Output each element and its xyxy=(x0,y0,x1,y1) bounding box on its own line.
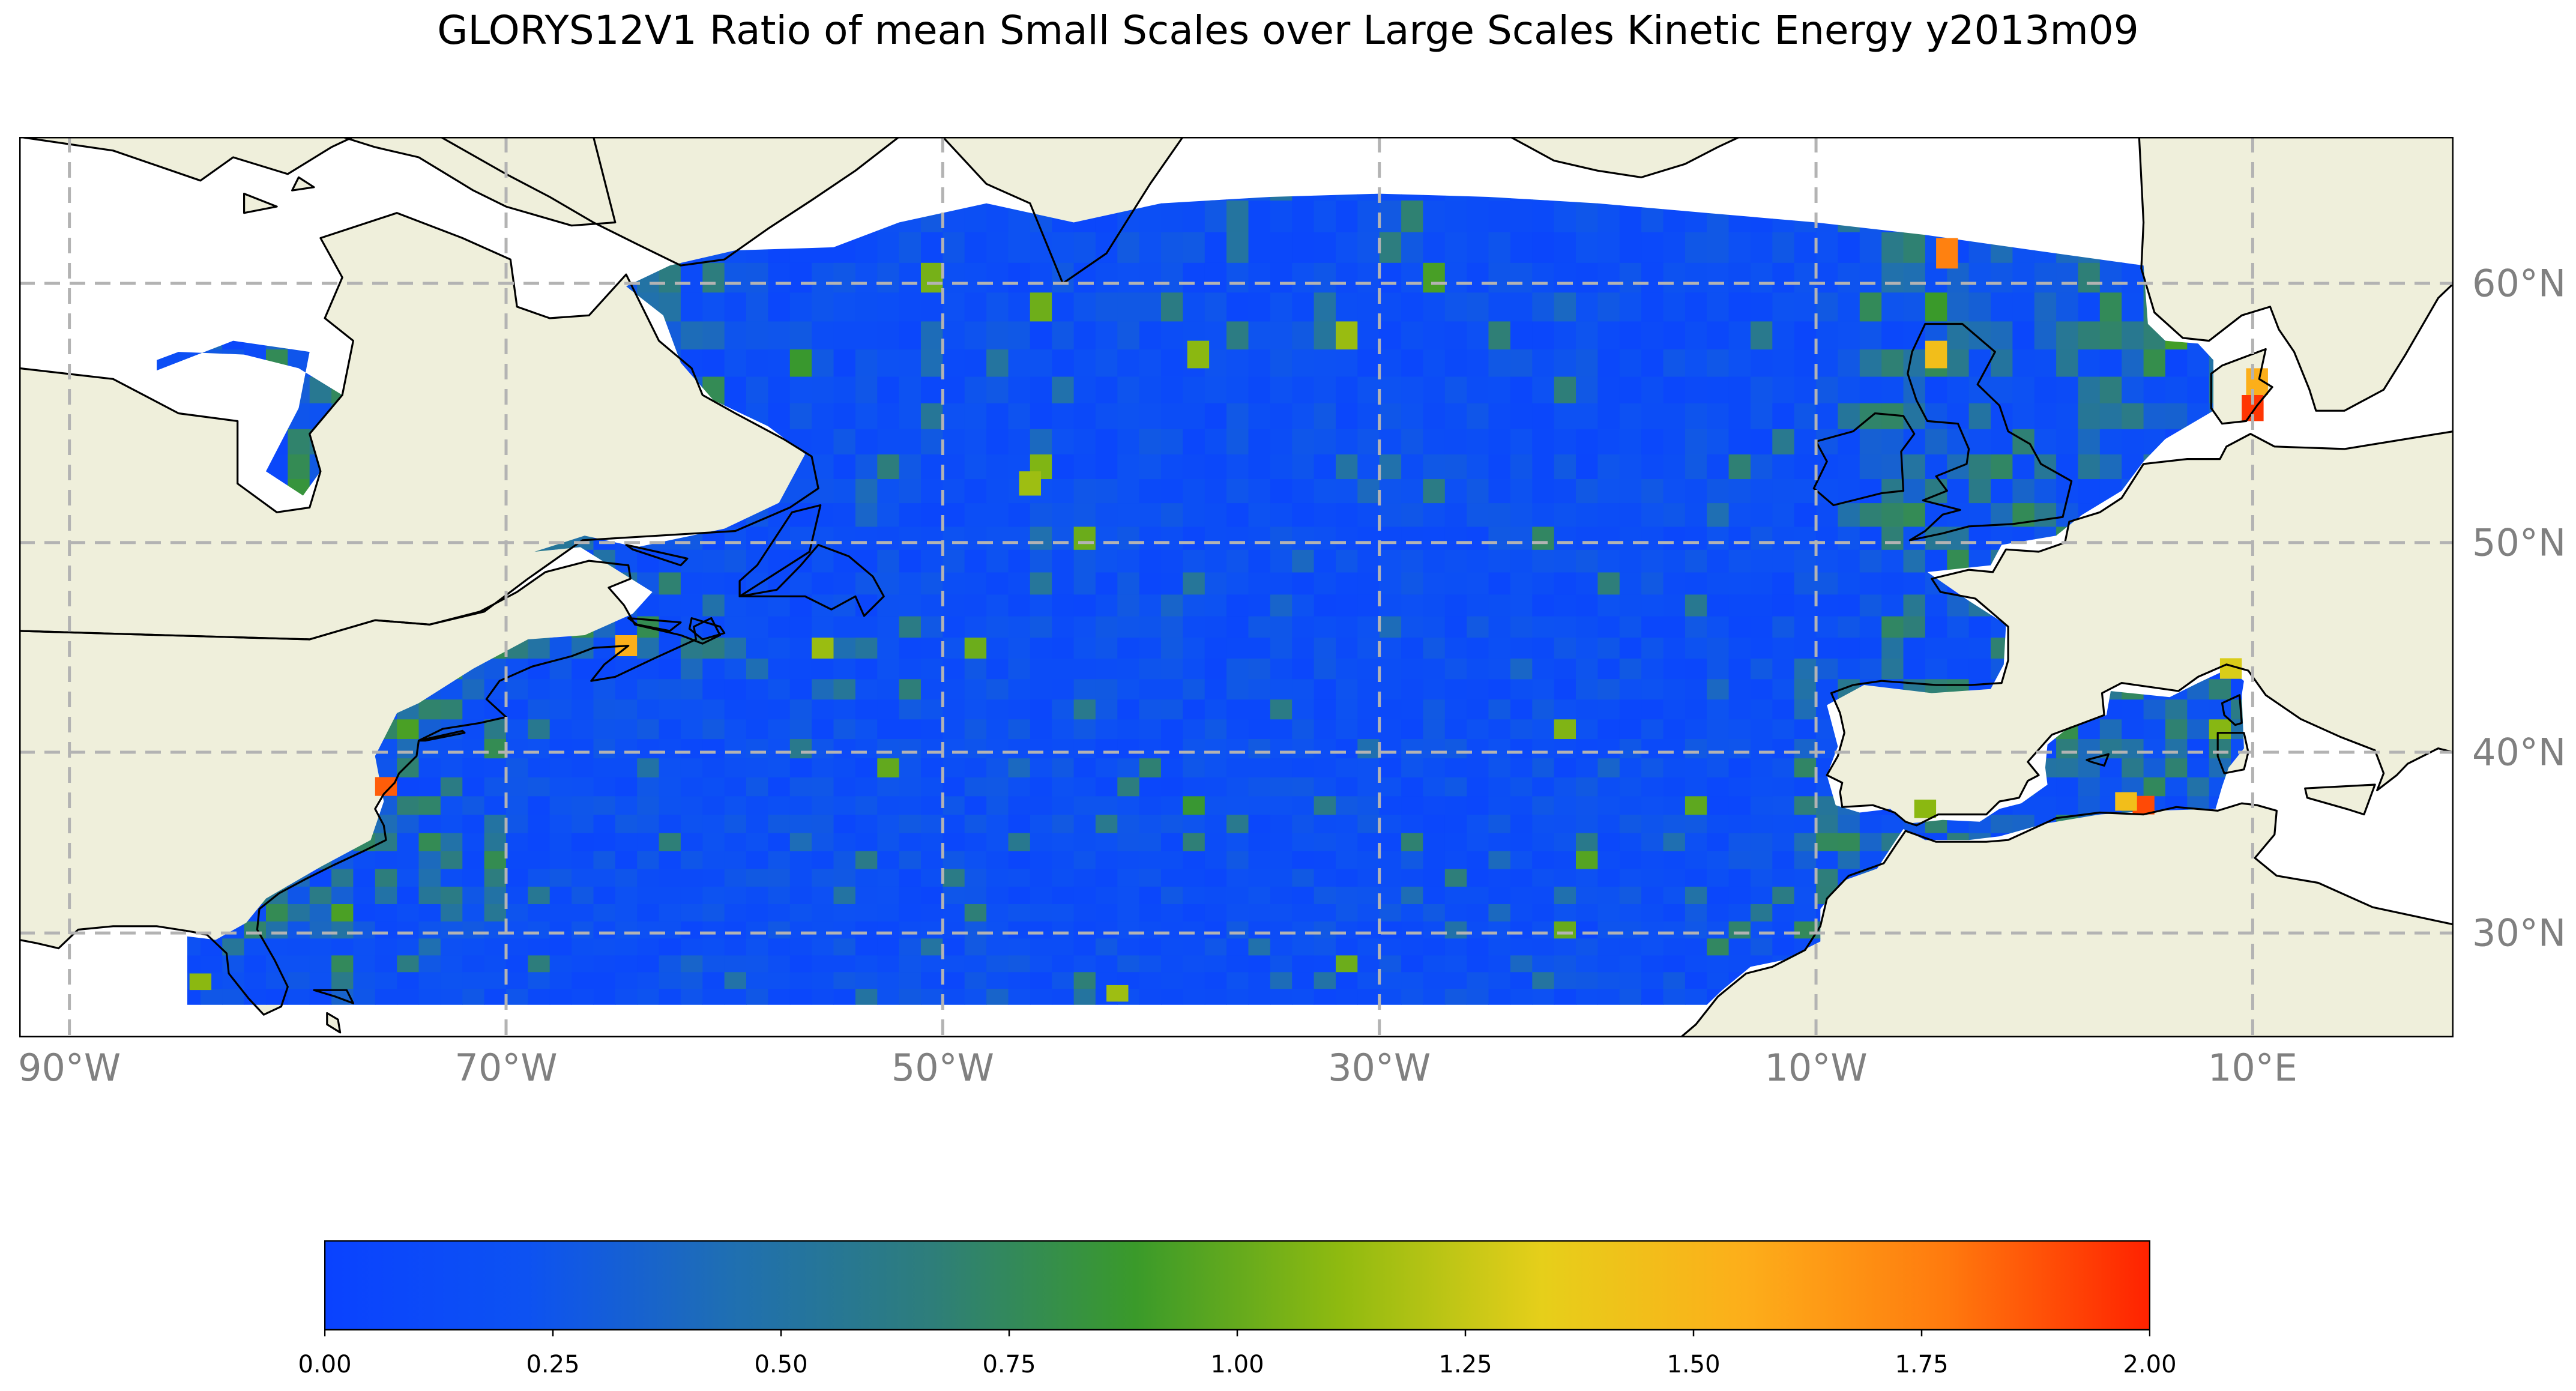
coastline-denmark xyxy=(2210,348,2273,425)
coastline-iceland xyxy=(1510,137,1740,179)
coastline-layer xyxy=(19,137,2454,1037)
colorbar xyxy=(324,1240,2150,1336)
map-title: GLORYS12V1 Ratio of mean Small Scales ov… xyxy=(437,7,2139,53)
coastline-bahamas2 xyxy=(326,1012,342,1034)
lon-tick-label: 90°W xyxy=(18,1046,121,1090)
lat-tick-label: 60°N xyxy=(2472,261,2566,306)
lon-tick-label: 30°W xyxy=(1328,1046,1431,1090)
coastline-ireland xyxy=(1812,412,1916,507)
lat-tick-label: 40°N xyxy=(2472,730,2566,774)
land-bahamas2 xyxy=(327,1013,340,1033)
colorbar-tick-label: 0.50 xyxy=(754,1351,808,1378)
coastline-sicily xyxy=(2304,783,2376,816)
colorbar-tick-label: 1.50 xyxy=(1667,1351,1721,1378)
coastline-pei xyxy=(627,617,682,632)
hotspot-cell-12 xyxy=(1106,985,1129,1002)
lon-tick-label: 50°W xyxy=(891,1046,994,1090)
colorbar-tick-label: 1.75 xyxy=(1895,1351,1949,1378)
coastline-corsica xyxy=(2221,694,2243,726)
hotspot-cell-3 xyxy=(1936,238,1958,269)
coastline-hudson-isle xyxy=(243,192,278,214)
land-greenland2 xyxy=(943,137,1183,283)
coastline-bahamas1 xyxy=(313,989,355,1004)
map-frame xyxy=(19,137,2454,1037)
coastline-cape-breton xyxy=(688,617,726,641)
coastline-north-america xyxy=(19,560,722,1016)
coastline-long-island xyxy=(417,729,466,742)
lat-tick-label: 30°N xyxy=(2472,911,2566,955)
coastline-baffin xyxy=(19,137,354,182)
colorbar-tick-label: 1.00 xyxy=(1210,1351,1264,1378)
coastline-newfoundland xyxy=(738,504,822,598)
hotspot-cell-11 xyxy=(1019,471,1041,496)
coastline-great-britain xyxy=(1907,322,2073,542)
colorbar-tick-label: 0.25 xyxy=(526,1351,580,1378)
land-iceland xyxy=(1510,137,1740,178)
coastline-scandinavia xyxy=(2138,137,2454,412)
lon-tick-label: 10°W xyxy=(1764,1046,1868,1090)
coastline-baffin-island xyxy=(342,137,617,227)
coastline-anticosti xyxy=(625,543,689,567)
lat-tick-label: 50°N xyxy=(2472,520,2566,565)
gridlines xyxy=(19,137,2454,1037)
hotspot-cell-8 xyxy=(2115,792,2137,811)
colorbar-tick-label: 0.00 xyxy=(298,1351,352,1378)
lon-tick-label: 10°E xyxy=(2207,1046,2297,1090)
hotspot-cell-4 xyxy=(1925,340,1947,369)
hotspot-cell-13 xyxy=(189,973,212,991)
land-sicily xyxy=(2305,785,2375,815)
lon-tick-label: 70°W xyxy=(454,1046,558,1090)
colorbar-tick-label: 0.75 xyxy=(982,1351,1036,1378)
coastline-balearic xyxy=(2086,753,2110,767)
colorbar-tick-label: 2.00 xyxy=(2123,1351,2177,1378)
coastline-africa xyxy=(1680,802,2454,1037)
coastline-greenland xyxy=(440,137,900,267)
colorbar-gradient xyxy=(324,1240,2150,1331)
coastline-newfoundland2 xyxy=(738,543,885,617)
land-baffin xyxy=(19,137,354,181)
land-scandinavia xyxy=(2139,137,2454,411)
colorbar-tick-label: 1.25 xyxy=(1438,1351,1492,1378)
hotspot-cell-14 xyxy=(1914,799,1937,818)
map-panel xyxy=(19,137,2454,1037)
coastline-sardinia xyxy=(2216,732,2249,774)
land-africa xyxy=(1680,803,2454,1037)
land-labrador xyxy=(19,213,819,639)
land-north-america xyxy=(19,561,720,1015)
land-europe xyxy=(1827,431,2454,825)
hotspot-cell-10 xyxy=(1187,340,1210,369)
land-baffin-island xyxy=(342,137,615,226)
coastline-smallisle1 xyxy=(291,176,315,192)
